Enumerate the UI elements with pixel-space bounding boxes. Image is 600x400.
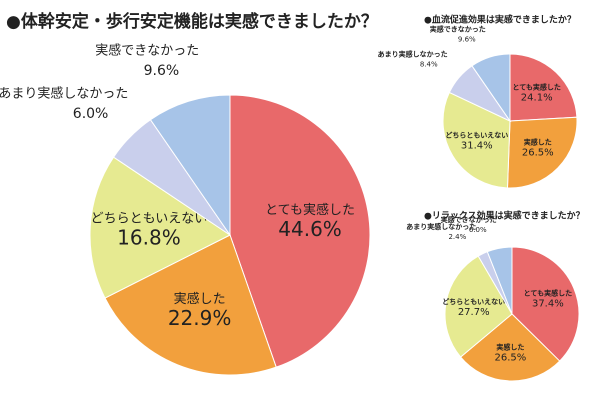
slice-value: 6.0% <box>73 106 109 122</box>
chart-title: ●リラックス効果は実感できましたか？ <box>424 210 585 222</box>
pie-slice <box>506 116 578 189</box>
pie-slice <box>486 246 513 315</box>
chart-title: ●体幹安定・歩行安定機能は実感できましたか？ <box>6 11 378 32</box>
slice-label: 実感できなかった <box>441 215 497 224</box>
slice-value: 27.7% <box>458 307 490 318</box>
slice-value: 24.1% <box>521 92 553 103</box>
slice-label: どちらともいえない <box>445 131 508 140</box>
pie-slice <box>444 255 513 358</box>
slice-value: 16.8% <box>117 226 181 250</box>
chart-title: ●血流促進効果は実感できましたか？ <box>424 14 576 26</box>
pie-slice <box>511 246 580 362</box>
slice-label: とても実感した <box>512 82 560 91</box>
pie-slice <box>509 53 578 122</box>
slice-label: どちらともいえない <box>91 212 208 227</box>
slice-value: 44.6% <box>278 217 342 241</box>
pie-slice <box>104 234 277 376</box>
slice-value: 9.6% <box>458 35 476 43</box>
slice-label: あまり実感しなかった <box>0 86 128 102</box>
pie-slice <box>471 53 511 123</box>
slice-value: 26.5% <box>495 352 527 363</box>
slice-label: あまり実感しなかった <box>406 222 476 231</box>
slice-label: 実感できなかった <box>430 24 486 33</box>
slice-value: 26.5% <box>522 148 554 159</box>
slice-value: 2.4% <box>448 233 466 241</box>
pie-slice <box>149 94 231 237</box>
pie-slice <box>442 91 511 189</box>
slice-value: 8.4% <box>420 61 438 69</box>
slice-label: とても実感した <box>524 289 572 298</box>
slice-value: 37.4% <box>532 299 564 310</box>
slice-value: 9.6% <box>144 63 180 79</box>
slice-value: 22.9% <box>168 306 232 330</box>
slice-label: とても実感した <box>265 202 355 218</box>
slice-label: 実感できなかった <box>95 42 199 58</box>
slice-label: あまり実感しなかった <box>378 50 448 59</box>
slice-label: どちらともいえない <box>442 297 505 306</box>
slice-value: 31.4% <box>461 141 493 152</box>
pie-slice <box>229 94 371 368</box>
pie-slice <box>459 313 561 382</box>
slice-label: 実感した <box>496 342 524 351</box>
slice-value: 6.0% <box>469 226 487 234</box>
slice-label: 実感した <box>174 291 226 307</box>
slice-label: 実感した <box>524 138 552 147</box>
pie-slice <box>89 156 231 299</box>
